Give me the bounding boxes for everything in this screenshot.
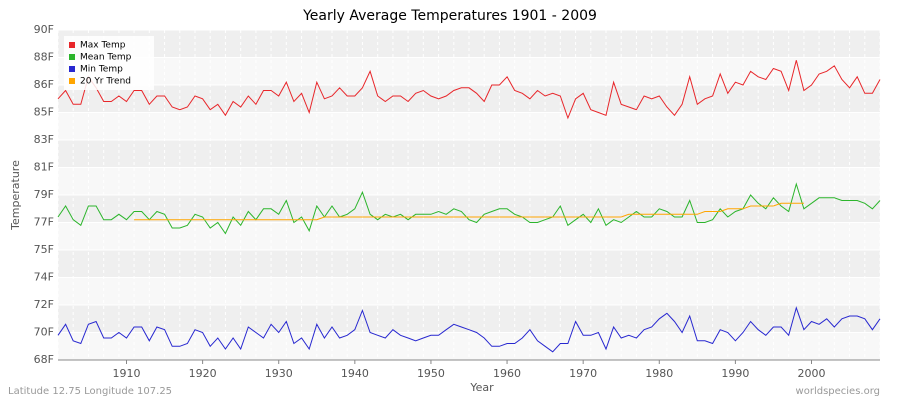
legend-swatch xyxy=(69,42,75,48)
x-tick-label: 1960 xyxy=(493,367,521,380)
y-tick-label: 85F xyxy=(34,106,54,119)
series-line xyxy=(57,306,881,353)
y-tick-label: 72F xyxy=(34,298,54,311)
legend-label: Max Temp xyxy=(80,41,126,51)
y-tick-label: 75F xyxy=(34,243,54,256)
legend-box xyxy=(64,36,154,90)
y-tick-label: 86F xyxy=(34,78,54,91)
legend-label: Mean Temp xyxy=(80,53,132,63)
footer-right: worldspecies.org xyxy=(796,386,880,397)
x-tick-label: 1990 xyxy=(721,367,749,380)
y-tick-label: 74F xyxy=(34,271,54,284)
x-tick-label: 1950 xyxy=(417,367,445,380)
x-tick-label: 1910 xyxy=(113,367,141,380)
y-axis-label: Temperature xyxy=(9,160,22,231)
legend-swatch xyxy=(69,78,75,84)
y-tick-label: 79F xyxy=(34,188,54,201)
y-tick-label: 83F xyxy=(34,133,54,146)
x-tick-label: 1980 xyxy=(645,367,673,380)
legend-swatch xyxy=(69,66,75,72)
x-tick-label: 1940 xyxy=(341,367,369,380)
y-tick-label: 88F xyxy=(34,51,54,64)
chart-title: Yearly Average Temperatures 1901 - 2009 xyxy=(302,8,597,24)
series-line xyxy=(134,202,804,221)
legend-label: 20 Yr Trend xyxy=(80,77,131,87)
y-tick-label: 90F xyxy=(34,23,54,36)
x-tick-label: 1930 xyxy=(265,367,293,380)
y-tick-label: 70F xyxy=(34,326,54,339)
series-line xyxy=(57,60,881,120)
x-tick-label: 1920 xyxy=(189,367,217,380)
legend-swatch xyxy=(69,54,75,60)
y-tick-label: 68F xyxy=(34,353,54,366)
x-tick-label: 2000 xyxy=(798,367,826,380)
x-axis-label: Year xyxy=(469,381,494,394)
y-tick-label: 77F xyxy=(34,216,54,229)
legend-label: Min Temp xyxy=(80,65,123,75)
x-tick-label: 1970 xyxy=(569,367,597,380)
y-tick-label: 81F xyxy=(34,161,54,174)
footer-left: Latitude 12.75 Longitude 107.25 xyxy=(8,386,172,397)
